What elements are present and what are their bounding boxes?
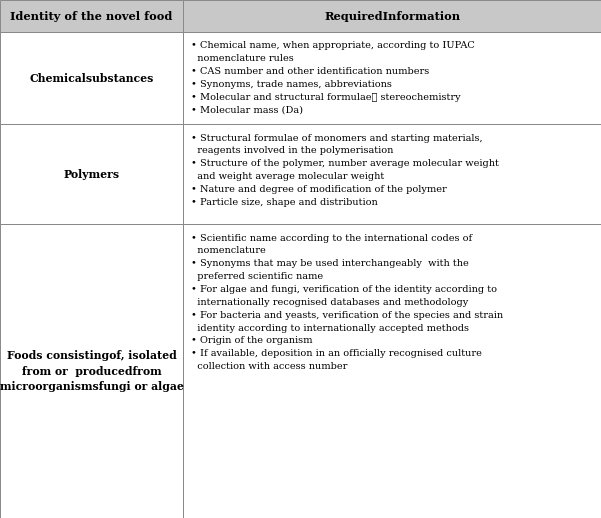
Bar — [183, 224, 601, 518]
Bar — [0, 124, 183, 224]
Text: Chemicalsubstances: Chemicalsubstances — [29, 73, 154, 84]
Text: Polymers: Polymers — [64, 169, 120, 180]
Text: RequiredInformation: RequiredInformation — [324, 10, 460, 22]
Bar — [0, 224, 183, 518]
Text: Foods consistingof, isolated
from or  producedfrom
microorganismsfungi or algae: Foods consistingof, isolated from or pro… — [0, 350, 183, 392]
Text: • Structural formulae of monomers and starting materials,
  reagents involved in: • Structural formulae of monomers and st… — [191, 134, 498, 207]
Bar — [0, 0, 183, 32]
Bar — [0, 32, 183, 124]
Bar — [183, 124, 601, 224]
Bar — [183, 32, 601, 124]
Text: • Chemical name, when appropriate, according to IUPAC
  nomenclature rules
• CAS: • Chemical name, when appropriate, accor… — [191, 41, 474, 114]
Text: Identity of the novel food: Identity of the novel food — [10, 10, 173, 22]
Text: • Scientific name according to the international codes of
  nomenclature
• Synon: • Scientific name according to the inter… — [191, 234, 502, 371]
Bar — [183, 0, 601, 32]
